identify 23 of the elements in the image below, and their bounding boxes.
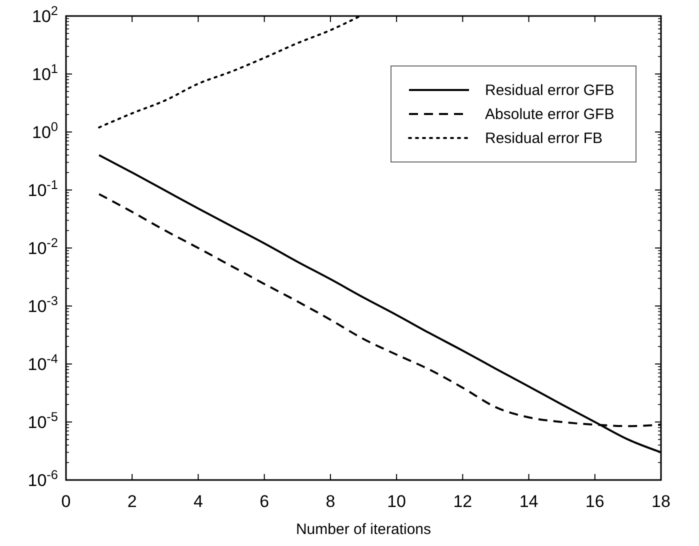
legend-label: Residual error GFB bbox=[485, 82, 614, 99]
x-tick-label: 6 bbox=[260, 492, 270, 511]
y-tick-label: 10$^{-6}$ bbox=[28, 466, 58, 490]
x-tick-label: 8 bbox=[326, 492, 336, 511]
x-tick-label: 2 bbox=[127, 492, 137, 511]
y-tick-label: 10$^{1}$ bbox=[32, 60, 58, 84]
x-tick-label: 4 bbox=[193, 492, 203, 511]
y-tick-label: 10$^{-5}$ bbox=[28, 408, 58, 432]
legend-label: Absolute error GFB bbox=[485, 106, 614, 123]
legend-label: Residual error FB bbox=[485, 130, 603, 147]
x-tick-label: 0 bbox=[61, 492, 71, 511]
x-tick-label: 10 bbox=[387, 492, 406, 511]
x-axis-title: Number of iterations bbox=[296, 521, 432, 538]
x-tick-label: 18 bbox=[652, 492, 670, 511]
y-tick-label: 10$^{-4}$ bbox=[28, 350, 58, 374]
y-tick-label: 10$^{2}$ bbox=[32, 2, 58, 26]
x-tick-label: 14 bbox=[519, 492, 538, 511]
x-tick-label: 12 bbox=[453, 492, 472, 511]
x-tick-label: 16 bbox=[585, 492, 604, 511]
y-tick-label: 10$^{0}$ bbox=[32, 118, 58, 142]
y-tick-label: 10$^{-2}$ bbox=[28, 234, 58, 258]
y-tick-label: 10$^{-1}$ bbox=[28, 176, 58, 200]
y-tick-label: 10$^{-3}$ bbox=[28, 292, 58, 316]
